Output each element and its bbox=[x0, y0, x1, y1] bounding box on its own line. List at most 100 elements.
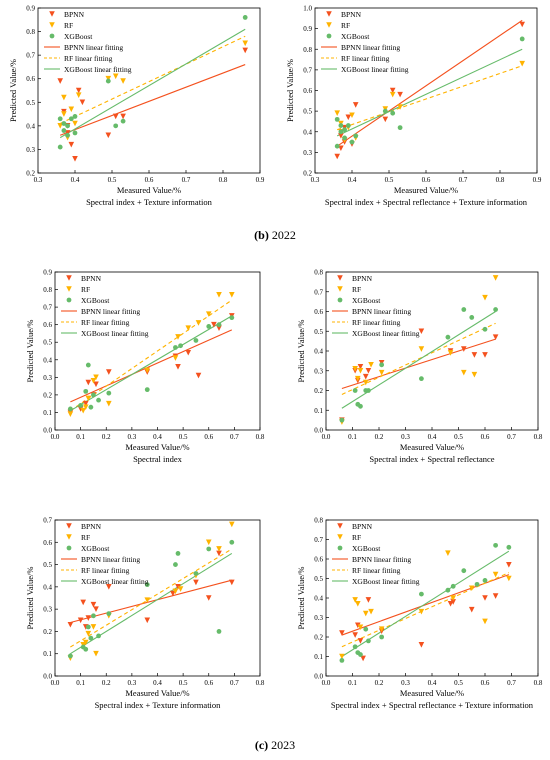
y-tick-label: 0.1 bbox=[43, 650, 52, 658]
data-point-xgboost bbox=[206, 324, 212, 329]
data-point-rf bbox=[82, 639, 89, 646]
data-point-xgboost bbox=[445, 587, 451, 593]
y-tick-label: 0.4 bbox=[43, 356, 52, 364]
data-point-xgboost bbox=[379, 362, 385, 368]
data-point-rf bbox=[352, 365, 358, 372]
data-point-rf bbox=[482, 294, 488, 301]
data-point-rf bbox=[82, 404, 89, 410]
legend-label: BPNN linear fitting bbox=[352, 555, 411, 564]
x-tick-label: 0.0 bbox=[322, 433, 331, 441]
data-point-bpnn bbox=[468, 606, 475, 613]
data-point-xgboost bbox=[216, 629, 222, 634]
y-tick-label: 0.7 bbox=[26, 52, 35, 60]
legend-label: BPNN bbox=[341, 10, 362, 19]
legend-label: XGBoost bbox=[352, 296, 381, 305]
chart-panel-1: 0.3 0.4 0.5 0.6 0.7 0.8 0.90.20.30.40.50.60.70… bbox=[8, 5, 265, 208]
legend-marker-xgboost bbox=[337, 297, 343, 303]
data-point-xgboost bbox=[482, 326, 488, 332]
data-point-xgboost bbox=[85, 624, 91, 630]
y-tick-label: 0.4 bbox=[314, 348, 323, 356]
legend-label: XGBoost linear fitting bbox=[64, 65, 132, 74]
y-tick-label: 0.6 bbox=[303, 87, 312, 95]
x-tick-label: 0.9 bbox=[256, 176, 265, 184]
data-point-bpnn bbox=[77, 617, 84, 624]
data-point-rf bbox=[389, 91, 396, 98]
data-point-rf bbox=[205, 539, 212, 546]
caption-letter-c: (c) bbox=[254, 738, 269, 752]
data-point-xgboost bbox=[482, 578, 488, 583]
data-point-bpnn bbox=[144, 617, 151, 624]
data-point-xgboost bbox=[334, 116, 340, 122]
y-axis-title: Predicted Value/% bbox=[8, 59, 18, 122]
fit-line-bpnn bbox=[341, 574, 510, 636]
caption-2022: (b) 2022 bbox=[0, 228, 550, 243]
y-tick-label: 0.6 bbox=[314, 308, 323, 316]
data-point-bpnn bbox=[362, 373, 369, 380]
x-tick-label: 0.8 bbox=[534, 433, 543, 441]
x-tick-label: 0.5 bbox=[108, 176, 117, 184]
data-point-bpnn bbox=[482, 352, 488, 358]
legend-marker-rf bbox=[66, 286, 72, 292]
data-point-bpnn bbox=[193, 579, 199, 586]
data-point-rf bbox=[177, 586, 184, 592]
x-tick-label: 0.2 bbox=[102, 679, 111, 687]
x-tick-label: 0.3 bbox=[34, 176, 43, 184]
data-point-bpnn bbox=[506, 562, 512, 568]
data-point-xgboost bbox=[445, 334, 451, 340]
legend-label: BPNN bbox=[352, 522, 373, 531]
legend-marker-rf bbox=[337, 286, 343, 292]
data-point-xgboost bbox=[57, 144, 63, 150]
data-point-xgboost bbox=[493, 542, 498, 548]
data-point-xgboost bbox=[61, 121, 67, 126]
y-tick-label: 0.9 bbox=[26, 5, 35, 13]
data-point-bpnn bbox=[461, 346, 467, 352]
data-point-bpnn bbox=[75, 87, 82, 94]
x-tick-label: 0.2 bbox=[375, 433, 384, 441]
fit-line-xgboost bbox=[336, 48, 523, 137]
data-point-rf bbox=[216, 546, 222, 552]
legend-label: RF linear fitting bbox=[352, 318, 401, 327]
legend-label: XGBoost linear fitting bbox=[81, 577, 149, 586]
data-point-bpnn bbox=[105, 132, 112, 139]
data-point-rf bbox=[229, 521, 235, 528]
legend-marker-xgboost bbox=[66, 297, 72, 303]
fit-line-bpnn bbox=[70, 329, 233, 403]
data-point-xgboost bbox=[382, 108, 388, 114]
data-point-bpnn bbox=[79, 99, 86, 106]
y-tick-label: 0.7 bbox=[303, 66, 312, 74]
x-tick-label: 0.4 bbox=[153, 679, 162, 687]
y-tick-label: 0.6 bbox=[26, 75, 35, 83]
legend-label: BPNN linear fitting bbox=[81, 307, 140, 316]
legend-marker-bpnn bbox=[337, 523, 343, 529]
data-point-bpnn bbox=[492, 593, 499, 599]
data-point-bpnn bbox=[195, 372, 202, 379]
data-point-bpnn bbox=[360, 655, 366, 662]
fit-line-rf bbox=[341, 572, 510, 648]
data-point-bpnn bbox=[72, 156, 78, 162]
data-point-rf bbox=[175, 334, 181, 340]
data-point-xgboost bbox=[96, 633, 101, 639]
data-point-rf bbox=[90, 624, 97, 630]
y-tick-label: 0.7 bbox=[43, 517, 52, 525]
data-point-bpnn bbox=[90, 601, 97, 608]
data-point-xgboost bbox=[358, 403, 363, 409]
data-point-rf bbox=[445, 550, 451, 556]
x-axis-title: Measured Value/% bbox=[125, 688, 189, 698]
y-tick-label: 0.8 bbox=[314, 517, 323, 525]
data-point-rf bbox=[357, 367, 364, 374]
data-point-xgboost bbox=[338, 129, 344, 135]
data-point-rf bbox=[172, 355, 179, 361]
y-tick-label: 0.1 bbox=[314, 653, 323, 661]
data-point-rf bbox=[80, 407, 86, 414]
legend-marker-bpnn bbox=[49, 11, 55, 17]
data-point-rf bbox=[144, 597, 151, 604]
data-point-bpnn bbox=[482, 595, 488, 601]
data-point-xgboost bbox=[91, 392, 96, 398]
data-point-bpnn bbox=[339, 630, 345, 636]
fit-line-rf bbox=[59, 35, 246, 124]
data-point-rf bbox=[447, 350, 454, 356]
legend-label: RF bbox=[352, 533, 361, 542]
data-point-rf bbox=[90, 378, 97, 384]
x-tick-label: 0.5 bbox=[454, 433, 463, 441]
y-tick-label: 0.7 bbox=[314, 536, 323, 544]
